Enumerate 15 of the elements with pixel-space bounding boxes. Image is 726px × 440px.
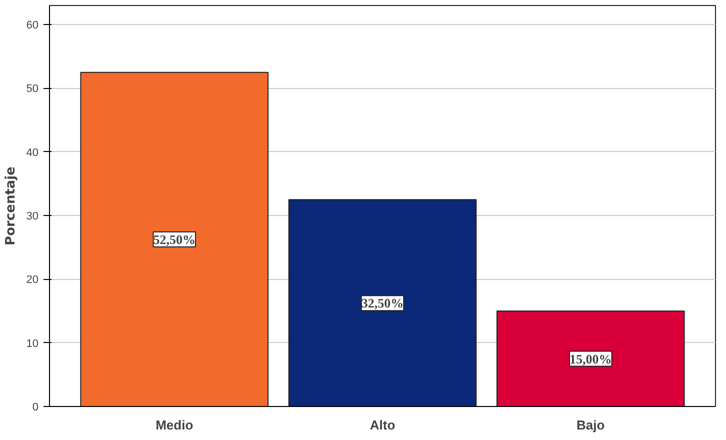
bar xyxy=(496,310,685,406)
y-tick-label: 50 xyxy=(26,83,39,96)
y-tick-label: 40 xyxy=(26,146,39,159)
y-tick-label: 20 xyxy=(26,274,39,286)
y-tick-label: 30 xyxy=(26,210,39,223)
bar xyxy=(288,199,477,406)
x-tick-label: Bajo xyxy=(576,418,605,432)
y-tick-label: 0 xyxy=(32,402,39,414)
y-tick-label: 10 xyxy=(26,338,39,350)
x-tick-label: Medio xyxy=(156,418,194,432)
x-tick-label: Alto xyxy=(370,418,396,432)
y-tick-label: 60 xyxy=(26,20,39,32)
bar xyxy=(80,72,269,406)
y-axis-title: Porcentaje xyxy=(3,166,18,246)
data-label: 15,00% xyxy=(570,351,612,366)
